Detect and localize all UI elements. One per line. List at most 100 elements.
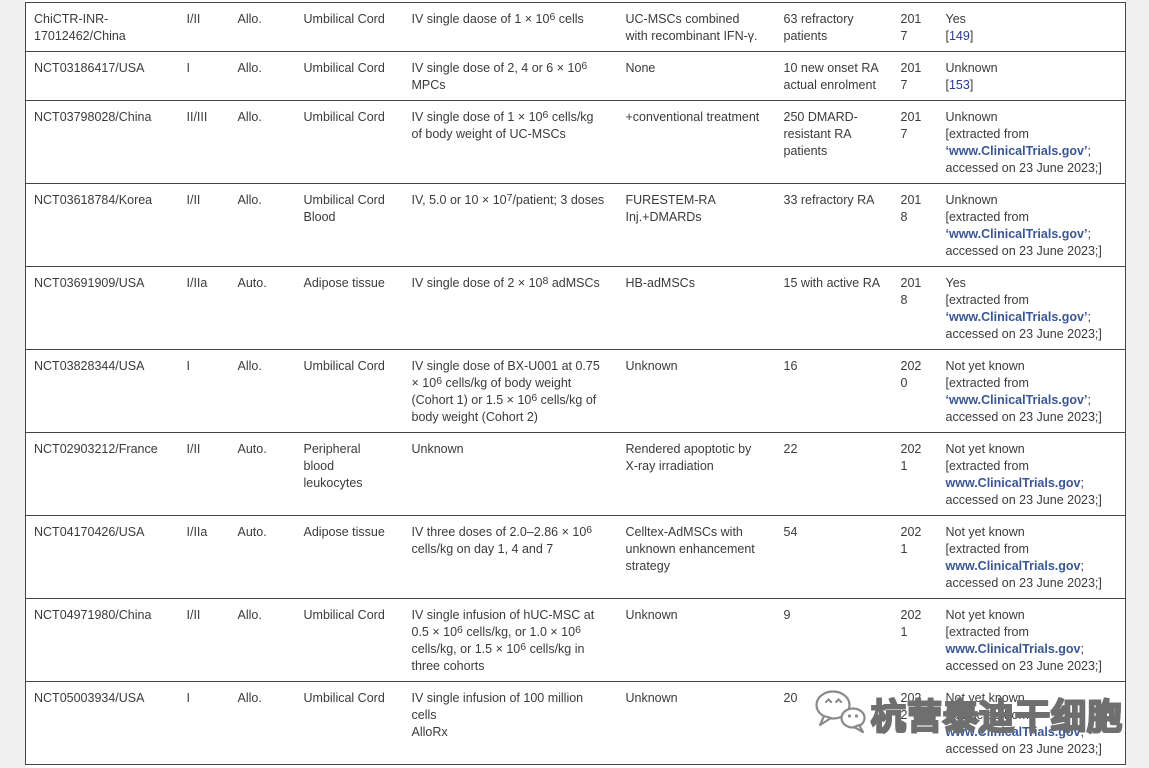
- cell-text: II/III: [186, 110, 208, 124]
- cell-patients: 15 with active RA: [775, 266, 893, 350]
- clinicaltrials-gov-link[interactable]: www.ClinicalTrials.gov: [945, 725, 1081, 739]
- cell-cell-source: Adipose tissue: [295, 515, 404, 599]
- cell-text: NCT03828344/USA: [34, 359, 145, 373]
- cell-text: IV single infusion of 100 million cells: [411, 691, 584, 722]
- cell-text: NCT03798028/China: [34, 110, 152, 124]
- clinicaltrials-gov-link[interactable]: ‘www.ClinicalTrials.gov’: [945, 310, 1088, 324]
- cell-phase: I/II: [178, 598, 230, 682]
- cell-text: I/IIa: [186, 525, 208, 539]
- cell-text: Adipose tissue: [303, 276, 385, 290]
- cell-status: Yes [149]: [937, 2, 1126, 52]
- cell-text: I/II: [186, 193, 201, 207]
- cell-combination: Celltex-AdMSCs with unknown enhancement …: [617, 515, 776, 599]
- exponent-superscript: 7: [506, 192, 513, 204]
- cell-status: Not yet known [extracted from www.Clinical…: [937, 432, 1126, 516]
- cell-graft-type: Auto.: [229, 432, 296, 516]
- cell-text: Unknown: [411, 442, 464, 456]
- cell-trial-id: NCT03618784/Korea: [25, 183, 179, 267]
- cell-text: accessed on 23 June 2023;]: [945, 576, 1102, 590]
- cell-text: cells/kg on day 1, 4 and 7: [411, 542, 554, 556]
- cell-graft-type: Allo.: [229, 100, 296, 184]
- cell-graft-type: Allo.: [229, 598, 296, 682]
- cell-phase: I/IIa: [178, 515, 230, 599]
- cell-text: ;: [1080, 476, 1084, 490]
- cell-year: 2018: [892, 266, 938, 350]
- cell-status: Not yet known [extracted from ‘www.Clinica…: [937, 349, 1126, 433]
- cell-combination: +conventional treatment: [617, 100, 776, 184]
- cell-text: 250 DMARD-resistant RA patients: [783, 110, 858, 158]
- cell-cell-source: Umbilical Cord Blood: [295, 183, 404, 267]
- cell-patients: 20: [775, 681, 893, 765]
- cell-text: Umbilical Cord Blood: [303, 193, 385, 224]
- cell-combination: Unknown: [617, 349, 776, 433]
- clinicaltrials-gov-link[interactable]: ‘www.ClinicalTrials.gov’: [945, 393, 1088, 407]
- cell-text: Allo.: [237, 12, 262, 26]
- cell-text: MPCs: [411, 78, 446, 92]
- clinicaltrials-gov-link[interactable]: www.ClinicalTrials.gov: [945, 559, 1081, 573]
- table-row: NCT04971980/China I/II Allo. Umbilical Cord…: [25, 598, 1126, 682]
- cell-trial-id: NCT04170426/USA: [25, 515, 179, 599]
- cell-text: cells/kg in three cohorts: [411, 642, 585, 673]
- cell-text: I: [186, 691, 190, 705]
- clinicaltrials-gov-link[interactable]: www.ClinicalTrials.gov: [945, 476, 1081, 490]
- cell-dose: IV single infusion of hUC-MSC at 0.5 × 1…: [403, 598, 618, 682]
- cell-text: [extracted from: [945, 376, 1029, 390]
- cell-patients: 16: [775, 349, 893, 433]
- reference-citation-link[interactable]: 153: [948, 78, 970, 92]
- cell-text: [extracted from: [945, 127, 1029, 141]
- cell-trial-id: ChiCTR-INR-17012462/China: [25, 2, 179, 52]
- cell-text: 33 refractory RA: [783, 193, 875, 207]
- cell-text: Allo.: [237, 608, 262, 622]
- cell-text: 15 with active RA: [783, 276, 881, 290]
- table-row: ChiCTR-INR-17012462/China I/II Allo. Umbili…: [25, 2, 1126, 52]
- cell-combination: Unknown: [617, 598, 776, 682]
- cell-text: 2020: [900, 359, 922, 390]
- cell-text: Auto.: [237, 276, 267, 290]
- cell-text: Unknown: [945, 61, 998, 75]
- cell-trial-id: NCT03798028/China: [25, 100, 179, 184]
- cell-text: Yes: [945, 276, 966, 290]
- cell-text: /patient; 3 doses: [512, 193, 605, 207]
- cell-status: Unknown [extracted from ‘www.ClinicalTrial…: [937, 183, 1126, 267]
- exponent-superscript: 6: [436, 375, 443, 387]
- clinicaltrials-gov-link[interactable]: ‘www.ClinicalTrials.gov’: [945, 144, 1088, 158]
- cell-text: accessed on 23 June 2023;]: [945, 493, 1102, 507]
- cell-text: 10 new onset RA actual enrolment: [783, 61, 879, 92]
- cell-patients: 250 DMARD-resistant RA patients: [775, 100, 893, 184]
- cell-year: 2021: [892, 432, 938, 516]
- cell-phase: I/II: [178, 2, 230, 52]
- cell-text: IV single dose of BX-U001 at 0.75 × 10: [411, 359, 600, 390]
- table-row: NCT03828344/USA I Allo. Umbilical Cord IV si…: [25, 349, 1126, 433]
- cell-dose: IV single dose of 2 × 108 adMSCs: [403, 266, 618, 350]
- cell-text: 2017: [900, 12, 922, 43]
- cell-text: cells: [555, 12, 584, 26]
- cell-text: NCT04170426/USA: [34, 525, 145, 539]
- cell-text: Umbilical Cord: [303, 110, 385, 124]
- cell-text: accessed on 23 June 2023;]: [945, 161, 1102, 175]
- cell-text: NCT05003934/USA: [34, 691, 145, 705]
- reference-citation-link[interactable]: 149: [948, 29, 970, 43]
- clinicaltrials-gov-link[interactable]: ‘www.ClinicalTrials.gov’: [945, 227, 1088, 241]
- cell-text: FURESTEM-RA Inj.+DMARDs: [625, 193, 716, 224]
- cell-text: [extracted from: [945, 625, 1029, 639]
- cell-text: ;: [1087, 227, 1091, 241]
- cell-dose: IV single dose of BX-U001 at 0.75 × 106 …: [403, 349, 618, 433]
- cell-text: ;: [1087, 144, 1091, 158]
- cell-year: 2017: [892, 51, 938, 101]
- cell-text: IV single dose of 2 × 10: [411, 276, 543, 290]
- cell-cell-source: Umbilical Cord: [295, 681, 404, 765]
- cell-text: Umbilical Cord: [303, 691, 385, 705]
- cell-text: ;: [1087, 310, 1091, 324]
- cell-text: None: [625, 61, 656, 75]
- cell-text: ;: [1087, 393, 1091, 407]
- cell-text: Allo.: [237, 61, 262, 75]
- cell-text: ]: [969, 29, 974, 43]
- cell-text: NCT02903212/France: [34, 442, 158, 456]
- clinicaltrials-gov-link[interactable]: www.ClinicalTrials.gov: [945, 642, 1081, 656]
- cell-text: Auto.: [237, 525, 267, 539]
- cell-patients: 9: [775, 598, 893, 682]
- cell-text: 2021: [900, 525, 922, 556]
- cell-text: NCT04971980/China: [34, 608, 152, 622]
- cell-text: +conventional treatment: [625, 110, 760, 124]
